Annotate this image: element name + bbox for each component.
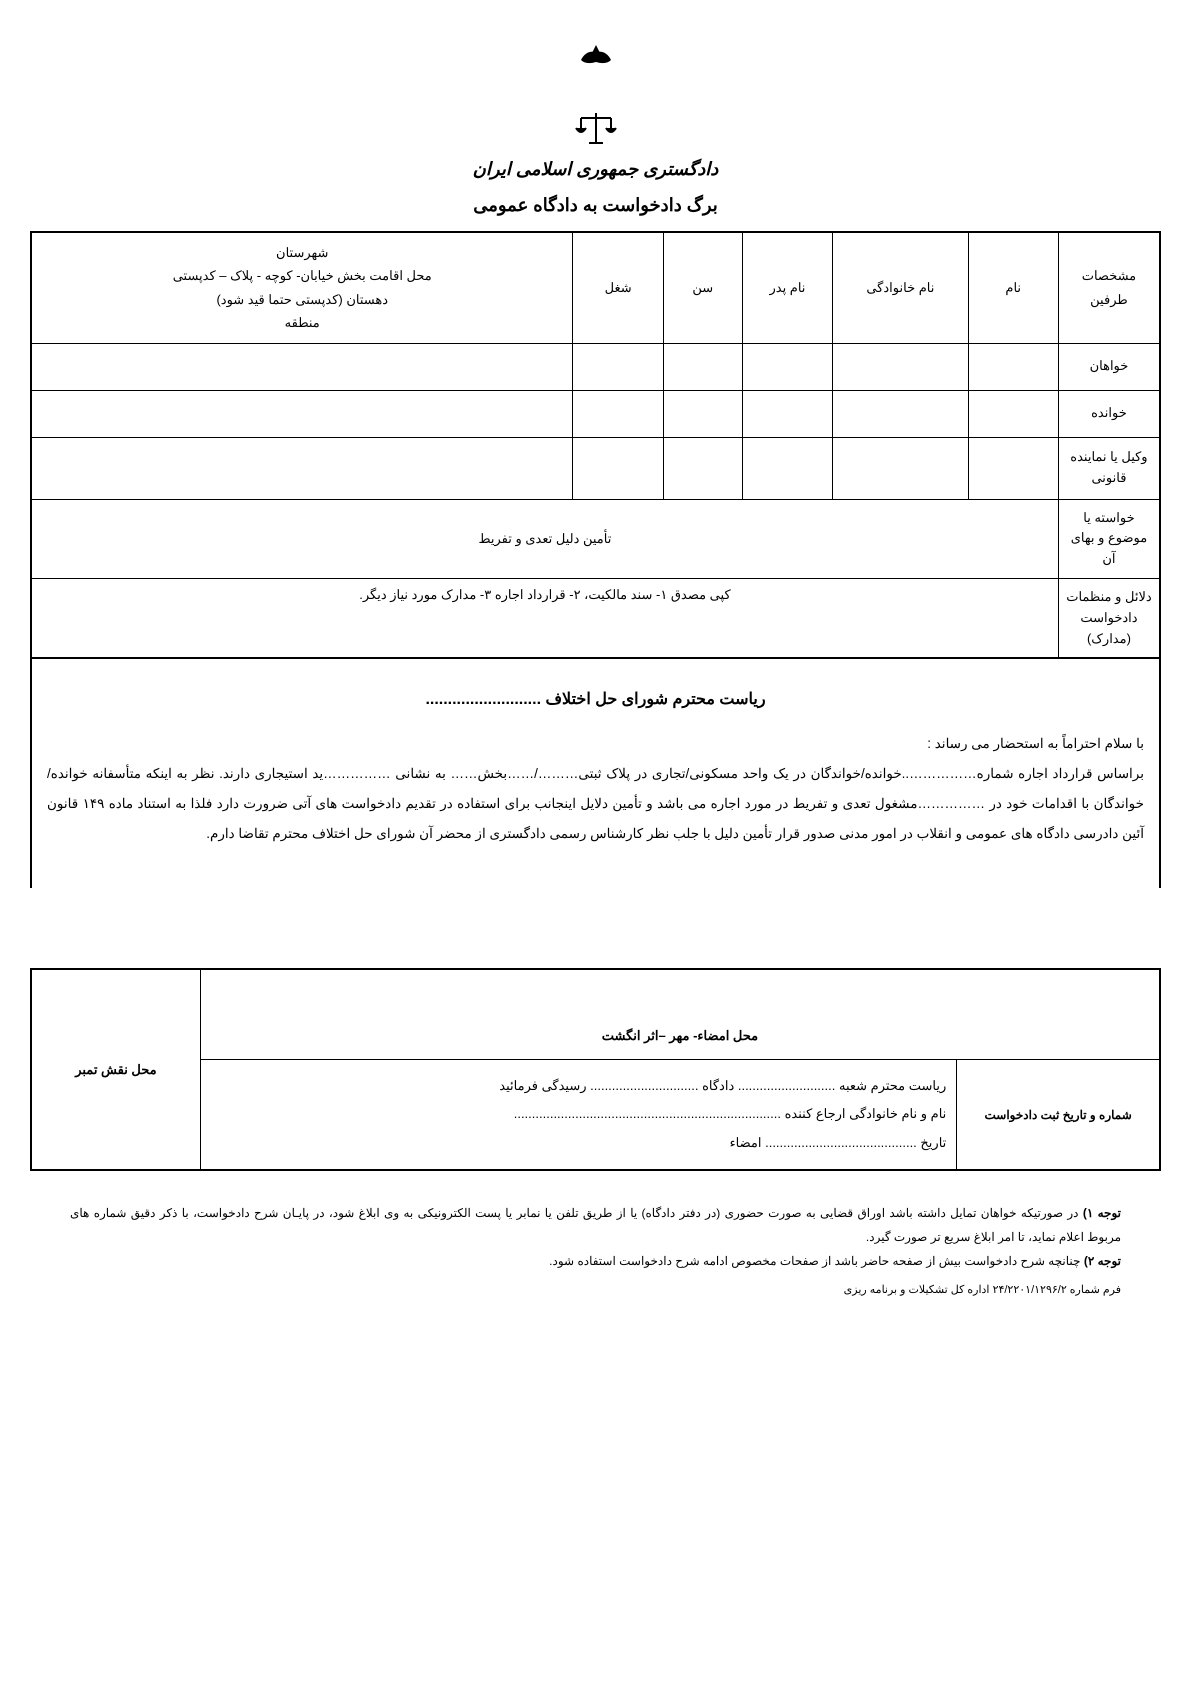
- lawyer-row: وکیل یا نماینده قانونی: [31, 437, 1160, 499]
- greeting-text: با سلام احتراماً به استحضار می رساند :: [47, 729, 1144, 759]
- signature-title: محل امضاء- مهر –اثر انگشت: [200, 969, 1160, 1059]
- table-header-row: مشخصات طرفین نام نام خانوادگی نام پدر سن…: [31, 232, 1160, 343]
- defendant-age-cell[interactable]: [663, 390, 742, 437]
- lawyer-address-cell[interactable]: [31, 437, 573, 499]
- demand-label: خواسته یا موضوع و بهای آن: [1058, 499, 1160, 578]
- defendant-row: خوانده: [31, 390, 1160, 437]
- defendant-address-cell[interactable]: [31, 390, 573, 437]
- lawyer-lastname-cell[interactable]: [833, 437, 968, 499]
- lawyer-age-cell[interactable]: [663, 437, 742, 499]
- note1-text: در صورتیکه خواهان تمایل داشته باشد اوراق…: [70, 1206, 1121, 1244]
- note2: توجه ۲) چنانچه شرح دادخواست بیش از صفحه …: [70, 1249, 1121, 1273]
- defendant-firstname-cell[interactable]: [968, 390, 1058, 437]
- col-last-name: نام خانوادگی: [833, 232, 968, 343]
- description-area: ریاست محترم شورای حل اختلاف ............…: [30, 659, 1161, 888]
- note2-text: چنانچه شرح دادخواست بیش از صفحه حاضر باش…: [549, 1254, 1084, 1268]
- evidence-value: کپی مصدق ۱- سند مالکیت، ۲- قرارداد اجاره…: [31, 578, 1058, 658]
- registration-label: شماره و تاریخ ثبت دادخواست: [957, 1059, 1160, 1170]
- notes-section: توجه ۱) در صورتیکه خواهان تمایل داشته با…: [30, 1201, 1161, 1273]
- stamp-area: محل نقش تمبر: [31, 969, 200, 1170]
- plaintiff-fathername-cell[interactable]: [742, 343, 832, 390]
- footer-line1: ریاست محترم شعبه .......................…: [211, 1072, 946, 1101]
- evidence-row: دلائل و منظمات دادخواست (مدارک) کپی مصدق…: [31, 578, 1160, 658]
- address-line1: شهرستان: [38, 241, 566, 264]
- col-first-name: نام: [968, 232, 1058, 343]
- council-title: ریاست محترم شورای حل اختلاف ............…: [42, 689, 1149, 709]
- address-line3: دهستان (کدپستی حتما قید شود): [38, 288, 566, 311]
- plaintiff-age-cell[interactable]: [663, 343, 742, 390]
- demand-row: خواسته یا موضوع و بهای آن تأمین دلیل تعد…: [31, 499, 1160, 578]
- lawyer-firstname-cell[interactable]: [968, 437, 1058, 499]
- lawyer-fathername-cell[interactable]: [742, 437, 832, 499]
- footer-line2: نام و نام خانوادگی ارجاع کننده .........…: [211, 1100, 946, 1129]
- plaintiff-lastname-cell[interactable]: [833, 343, 968, 390]
- demand-value: تأمین دلیل تعدی و تفریط: [31, 499, 1058, 578]
- footer-line3: تاریخ ..................................…: [211, 1129, 946, 1158]
- footer-signature-lines: ریاست محترم شعبه .......................…: [200, 1059, 956, 1170]
- col-occupation: شغل: [573, 232, 663, 343]
- defendant-label: خوانده: [1058, 390, 1160, 437]
- col-address: شهرستان محل اقامت بخش خیابان- کوچه - پلا…: [31, 232, 573, 343]
- scales-icon: [571, 108, 621, 151]
- petition-table: مشخصات طرفین نام نام خانوادگی نام پدر سن…: [30, 231, 1161, 659]
- form-number: فرم شماره ۲۴/۲۲۰۱/۱۲۹۶/۲ اداره کل تشکیلا…: [30, 1283, 1161, 1296]
- defendant-fathername-cell[interactable]: [742, 390, 832, 437]
- plaintiff-label: خواهان: [1058, 343, 1160, 390]
- plaintiff-occupation-cell[interactable]: [573, 343, 663, 390]
- organization-name: دادگستری جمهوری اسلامی ایران: [30, 159, 1161, 180]
- body-text-area: با سلام احتراماً به استحضار می رساند : ب…: [42, 729, 1149, 848]
- address-line4: منطقه: [38, 311, 566, 334]
- national-emblem: [566, 40, 626, 103]
- note2-label: توجه ۲): [1084, 1254, 1121, 1268]
- col-father-name: نام پدر: [742, 232, 832, 343]
- note1: توجه ۱) در صورتیکه خواهان تمایل داشته با…: [70, 1201, 1121, 1249]
- footer-table: محل امضاء- مهر –اثر انگشت محل نقش تمبر ش…: [30, 968, 1161, 1171]
- col-age: سن: [663, 232, 742, 343]
- defendant-lastname-cell[interactable]: [833, 390, 968, 437]
- col-parties-spec: مشخصات طرفین: [1058, 232, 1160, 343]
- evidence-label: دلائل و منظمات دادخواست (مدارک): [1058, 578, 1160, 658]
- plaintiff-firstname-cell[interactable]: [968, 343, 1058, 390]
- plaintiff-address-cell[interactable]: [31, 343, 573, 390]
- address-line2: محل اقامت بخش خیابان- کوچه - پلاک – کدپس…: [38, 264, 566, 287]
- plaintiff-row: خواهان: [31, 343, 1160, 390]
- form-title: برگ دادخواست به دادگاه عمومی: [30, 195, 1161, 216]
- header-emblem-section: دادگستری جمهوری اسلامی ایران: [30, 40, 1161, 180]
- lawyer-occupation-cell[interactable]: [573, 437, 663, 499]
- lawyer-label: وکیل یا نماینده قانونی: [1058, 437, 1160, 499]
- main-paragraph: براساس قرارداد اجاره شماره……………..خوانده/…: [47, 759, 1144, 848]
- note1-label: توجه ۱): [1083, 1206, 1121, 1220]
- defendant-occupation-cell[interactable]: [573, 390, 663, 437]
